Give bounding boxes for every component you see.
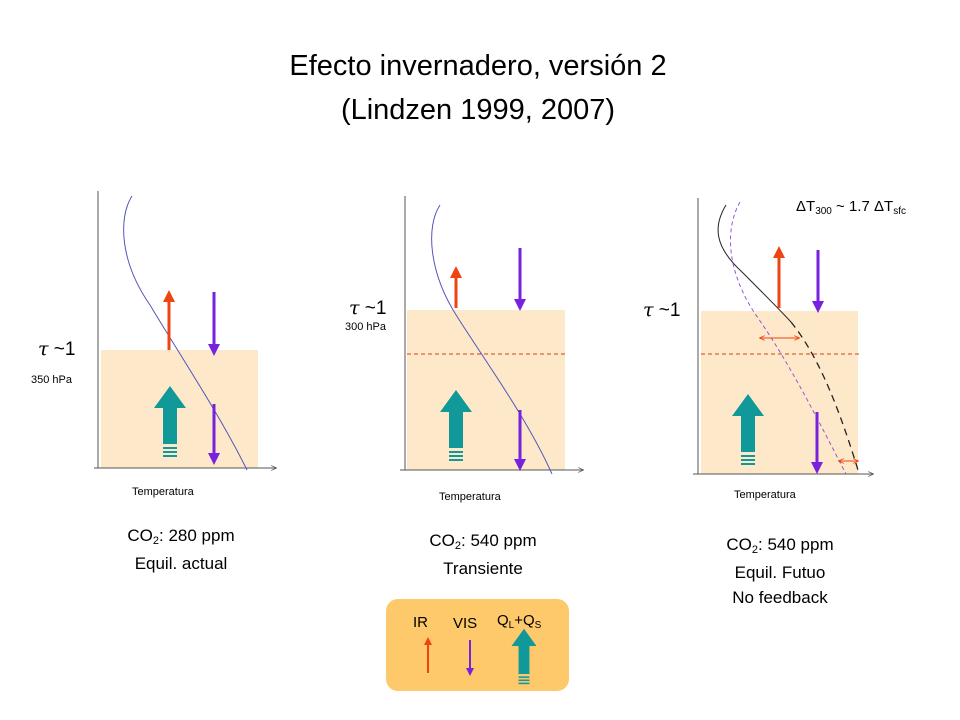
panel-1-caption-line2: Equil. actual: [134, 554, 228, 573]
legend-box: [386, 599, 569, 691]
panel-2-caption: CO2: 540 ppm Transiente: [363, 528, 603, 581]
legend-vis-label: VIS: [453, 615, 478, 632]
title-line-2: (Lindzen 1999, 2007): [340, 94, 616, 126]
panel-2: [400, 196, 583, 475]
panel-1-pressure-label: 350 hPa: [31, 374, 72, 386]
panel-2-pressure-label: 300 hPa: [345, 321, 386, 333]
slide-title: Efecto invernadero, versión 2 (Lindzen 1…: [0, 44, 956, 132]
panel-3-current-profile: [717, 204, 792, 323]
panel-2-temperature-profile: [431, 204, 553, 475]
panel-3: [693, 198, 873, 474]
panel-2-tau-label: τ ~1: [349, 297, 387, 319]
panel-3-delta-t-label: ΔT300 ~ 1.7 ΔTsfc: [796, 198, 906, 217]
panel-3-co2: CO2: 540 ppm: [726, 535, 834, 556]
panel-2-caption-line2: Transiente: [443, 559, 523, 578]
panel-1-temperature-profile: [123, 195, 248, 471]
title-line-1: Efecto invernadero, versión 2: [289, 50, 667, 82]
panel-3-tau-label: τ ~1: [643, 299, 681, 321]
panel-1-layer: [101, 350, 258, 468]
panel-2-co2: CO2: 540 ppm: [429, 531, 537, 552]
legend-flux-label: QL+QS: [497, 612, 542, 631]
panel-3-axis-label: Temperatura: [734, 489, 796, 501]
panel-3-layer: [701, 311, 858, 474]
panel-1-co2: CO2: 280 ppm: [127, 526, 235, 547]
panel-3-caption-line3: No feedback: [732, 588, 828, 607]
panel-1-tau-label: τ ~1: [38, 338, 76, 360]
panel-1-axis-label: Temperatura: [132, 486, 194, 498]
panel-3-future-profile-dashed: [790, 321, 859, 471]
panel-1: [94, 191, 276, 470]
panel-2-axis-label: Temperatura: [439, 491, 501, 503]
legend: [386, 599, 569, 691]
legend-ir-label: IR: [413, 614, 428, 631]
panel-2-layer: [407, 310, 565, 470]
panel-3-caption-line2: Equil. Futuo: [734, 563, 826, 582]
panel-3-caption: CO2: 540 ppm Equil. Futuo No feedback: [660, 532, 900, 610]
panel-1-caption: CO2: 280 ppm Equil. actual: [61, 523, 301, 576]
